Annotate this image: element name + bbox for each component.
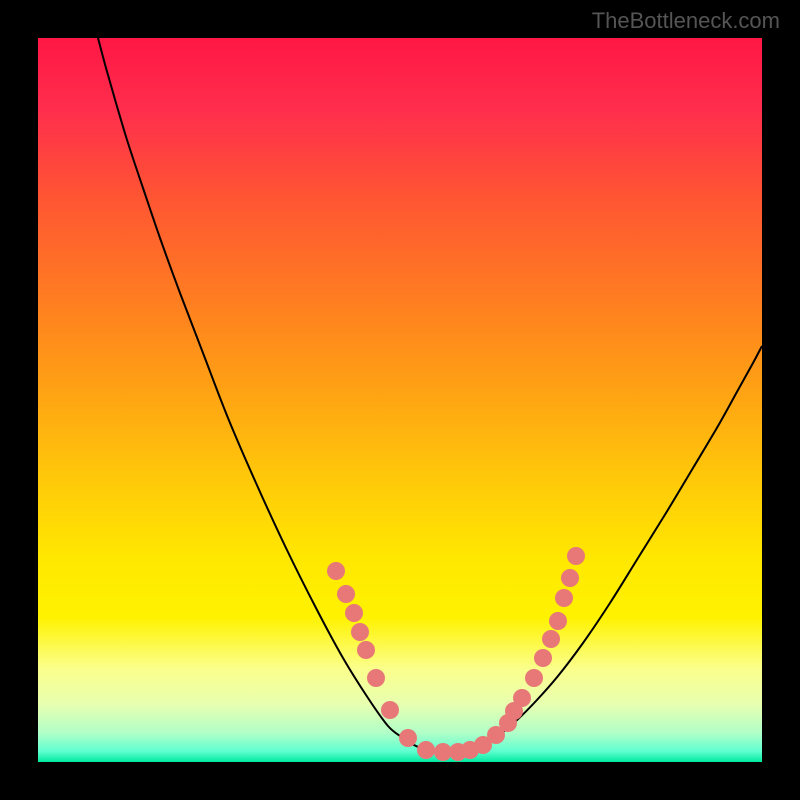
curve-marker [549, 612, 567, 630]
curve-marker [542, 630, 560, 648]
curve-marker [399, 729, 417, 747]
curve-marker [534, 649, 552, 667]
curve-marker [555, 589, 573, 607]
curve-marker [561, 569, 579, 587]
curve-marker [345, 604, 363, 622]
curve-marker [337, 585, 355, 603]
curve-marker [525, 669, 543, 687]
curve-marker [513, 689, 531, 707]
curve-marker [351, 623, 369, 641]
bottleneck-curve [98, 38, 762, 752]
curve-marker [381, 701, 399, 719]
curve-marker [417, 741, 435, 759]
curve-markers [327, 547, 585, 761]
curve-marker [327, 562, 345, 580]
curve-layer [38, 38, 762, 762]
watermark: TheBottleneck.com [592, 8, 780, 34]
curve-marker [357, 641, 375, 659]
plot-area [38, 38, 762, 762]
curve-marker [367, 669, 385, 687]
curve-marker [567, 547, 585, 565]
